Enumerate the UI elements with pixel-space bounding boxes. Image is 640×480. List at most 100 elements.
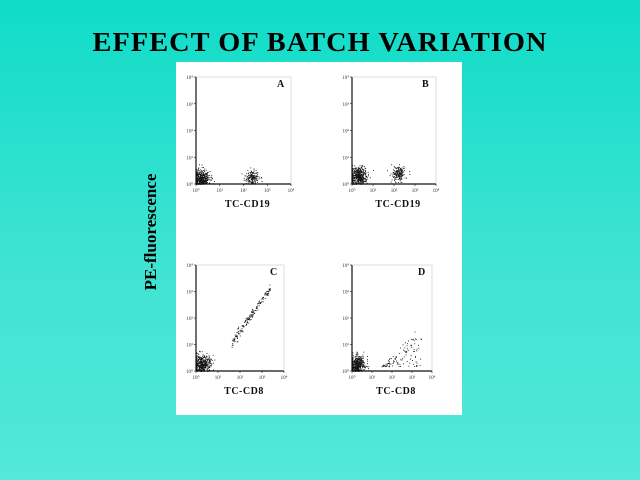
event-dot (366, 176, 368, 178)
event-dot (352, 359, 354, 361)
event-dot (201, 183, 203, 185)
event-dot (206, 363, 208, 365)
event-dot (355, 169, 357, 171)
event-dot (201, 361, 203, 363)
event-dot (252, 310, 254, 312)
event-dot (204, 183, 206, 185)
event-dot (368, 174, 370, 175)
x-tick-label: 10⁰ (348, 375, 355, 381)
event-dot (356, 180, 358, 182)
event-dot (365, 176, 367, 177)
event-dot (394, 357, 396, 359)
event-dot (353, 180, 355, 182)
event-dot (399, 169, 401, 170)
event-dot (199, 181, 200, 183)
event-dot (399, 178, 401, 180)
event-dot (356, 181, 358, 183)
event-dot (354, 363, 356, 365)
event-dot (205, 175, 207, 177)
event-dot (256, 175, 258, 177)
event-dot (353, 359, 355, 361)
event-dot (200, 179, 202, 181)
event-dot (204, 175, 205, 177)
event-dot (243, 325, 245, 327)
event-dot (197, 170, 199, 172)
event-dot (266, 293, 268, 295)
event-dot (205, 364, 207, 366)
event-dot (360, 362, 362, 364)
event-dot (356, 370, 358, 372)
event-dot (357, 366, 358, 368)
event-dot (204, 179, 206, 181)
event-dot (362, 366, 363, 368)
event-dot (397, 364, 399, 365)
event-dot (356, 351, 358, 353)
event-dot (198, 361, 200, 362)
event-dot (352, 366, 353, 368)
x-tick-label: 10⁴ (288, 188, 295, 194)
event-dot (392, 365, 394, 367)
scatter-panel-a: 10⁰ 10¹ 10² 10³ 10⁴ 10⁰ 10¹ 10² 10³ 10⁴ A TC-CD19 (186, 75, 295, 210)
event-dot (200, 364, 202, 365)
event-dot (397, 167, 399, 169)
event-dot (199, 179, 201, 181)
event-dot (245, 321, 246, 322)
event-dot (401, 175, 403, 177)
event-dot (201, 180, 203, 182)
event-dot (391, 164, 393, 166)
event-dot (196, 176, 198, 178)
event-dot (207, 370, 209, 371)
event-dot (202, 369, 204, 371)
event-dot (365, 178, 366, 179)
event-dot (399, 175, 401, 177)
event-dot (361, 370, 362, 372)
event-dot (256, 172, 258, 174)
y-tick-label: 10⁰ (186, 369, 193, 375)
event-dot (395, 171, 397, 173)
event-dot (204, 362, 206, 363)
event-dot (236, 336, 238, 338)
event-dot (252, 173, 253, 175)
event-dot (401, 174, 403, 176)
event-dot (204, 365, 205, 367)
event-dot (254, 310, 256, 311)
event-dot (357, 167, 359, 169)
event-dot (251, 174, 253, 175)
event-dot (362, 183, 364, 185)
y-tick-label: 10² (343, 316, 350, 322)
event-dot (234, 338, 235, 340)
y-tick-label: 10² (187, 129, 194, 135)
event-dot (363, 367, 365, 369)
event-dot (242, 331, 244, 333)
event-dot (358, 182, 360, 184)
event-dot (396, 167, 398, 169)
event-dot (360, 365, 362, 367)
event-dot (206, 174, 207, 176)
event-dot (248, 175, 250, 177)
event-dot (363, 362, 365, 364)
event-dot (353, 370, 355, 372)
event-dot (357, 171, 359, 173)
event-dot (354, 359, 356, 361)
event-dot (355, 370, 357, 371)
event-dot (234, 341, 236, 343)
event-dot (352, 173, 354, 175)
event-dot (250, 174, 252, 176)
event-dot (352, 182, 354, 184)
event-dot (400, 181, 402, 183)
event-dot (200, 370, 202, 372)
x-axis-title: TC-CD19 (375, 199, 420, 210)
y-tick-label: 10⁰ (342, 369, 349, 375)
event-dot (196, 370, 198, 372)
event-dot (359, 165, 361, 167)
event-dot (397, 170, 399, 172)
event-dot (197, 179, 199, 181)
event-dot (202, 177, 204, 178)
event-dot (409, 362, 411, 364)
event-dot (209, 183, 210, 184)
event-dot (381, 366, 383, 368)
event-dot (360, 356, 362, 358)
event-dot (352, 177, 354, 179)
event-dot (359, 178, 361, 179)
event-dot (252, 314, 254, 316)
